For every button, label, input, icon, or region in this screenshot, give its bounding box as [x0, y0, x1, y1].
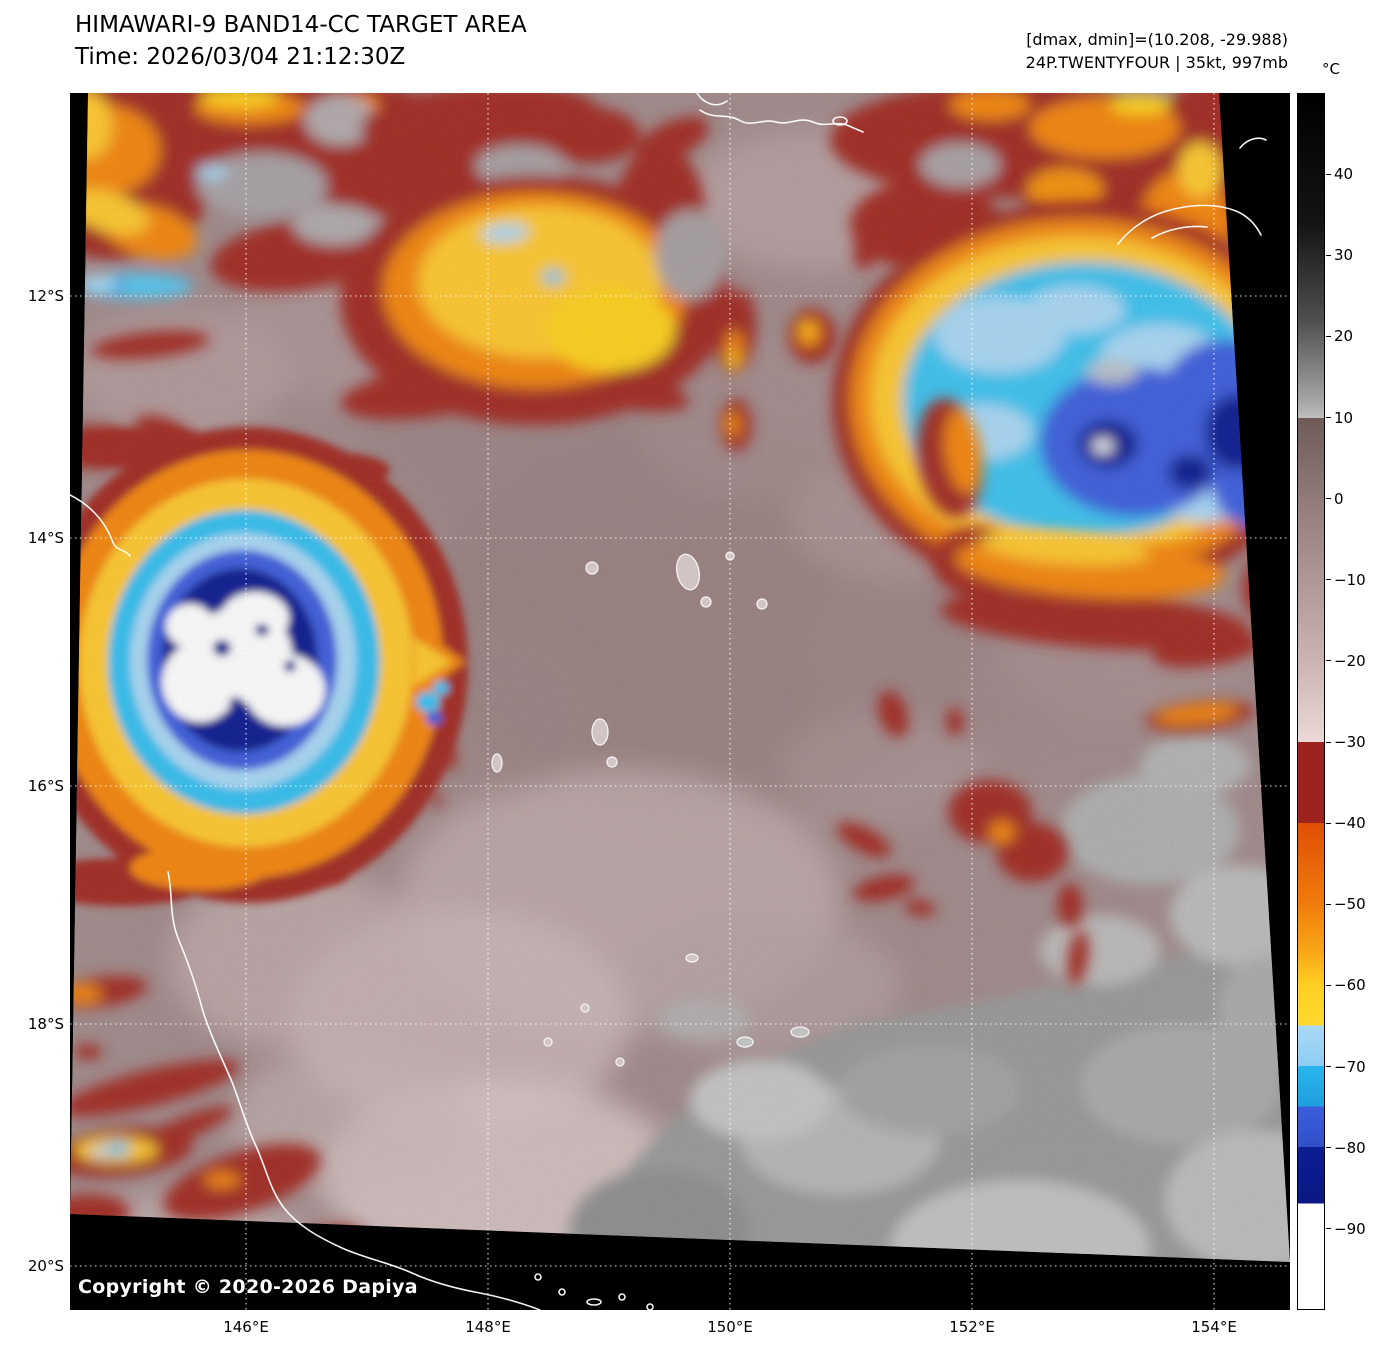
coastlines: [70, 93, 1267, 1310]
coastline-australia: [167, 871, 541, 1310]
colorbar-gradient: [1298, 94, 1324, 1309]
copyright-label: Copyright © 2020-2026 Dapiya: [78, 1276, 418, 1298]
coastline-png: [699, 109, 864, 133]
colorbar: [1297, 93, 1325, 1310]
dmax-dmin-readout: [dmax, dmin]=(10.208, -29.988): [1026, 30, 1288, 49]
storm-info: 24P.TWENTYFOUR | 35kt, 997mb: [1025, 53, 1288, 72]
map-plot: [70, 93, 1290, 1310]
coastline-australia-north: [70, 494, 131, 557]
satellite-imagery: [70, 93, 1290, 1262]
colorbar-unit-label: °C: [1322, 60, 1340, 78]
coastline-islands-ne: [1117, 204, 1262, 245]
figure-time: Time: 2026/03/04 21:12:30Z: [75, 44, 406, 70]
figure-title: HIMAWARI-9 BAND14-CC TARGET AREA: [75, 12, 527, 38]
grid-lines: [70, 93, 1290, 1310]
